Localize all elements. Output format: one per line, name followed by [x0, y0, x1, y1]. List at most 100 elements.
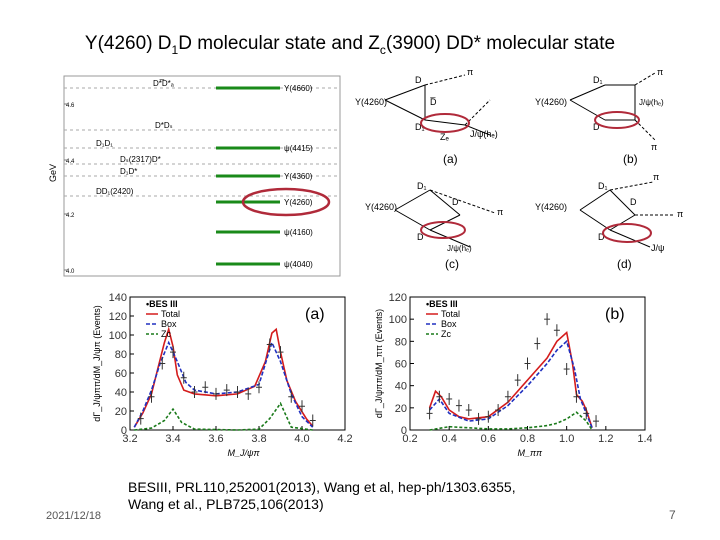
panel-label: (c)	[445, 257, 459, 271]
y-tick-label: 40	[395, 381, 407, 393]
particle-label: J/ψ	[651, 243, 664, 253]
feynman-diagram-c: Y(4260) D₁ D π J/ψ(hₑ) D (c)	[365, 181, 503, 271]
particle-label: D₁	[415, 122, 425, 132]
particle-label: D	[593, 122, 600, 132]
plot-frame	[129, 296, 346, 431]
energy-level-diagram: GeV 4.6 4.4 4.2 4.0 D*̅D*ₐ D*Dₛ D₁D₁ Dₛ(2317)D…	[48, 75, 341, 277]
particle-label: J/ψ(hₑ)	[447, 244, 472, 253]
x-tick-label: 3.6	[208, 433, 223, 445]
x-tick-label: 3.8	[251, 433, 266, 445]
particle-label: J/ψ(hₑ)	[470, 129, 498, 139]
particle-label: π	[651, 142, 657, 152]
particle-label: D	[452, 197, 459, 207]
legend-entry: Box	[441, 319, 457, 329]
state-label: ψ(4160)	[284, 228, 313, 237]
reference-line: Wang et al., PLB725,106(2013)	[128, 496, 324, 512]
y-axis-label: dΓ_J/ψππ/dM_ππ (Events)	[374, 309, 384, 418]
initial-state-label: Y(4260)	[535, 202, 567, 212]
highlight-ellipse	[420, 221, 466, 239]
reference-line: BESIII, PRL110,252001(2013), Wang et al,…	[128, 479, 516, 495]
y-tick-label: 80	[115, 349, 127, 361]
legend-entry: Zc	[161, 329, 171, 339]
propagator	[569, 84, 606, 101]
particle-label: π	[497, 207, 503, 217]
level-ytick-label: 4.6	[66, 103, 75, 109]
series-line-zc	[429, 411, 593, 431]
x-tick-label: 4.0	[294, 433, 309, 445]
y-tick-label: 120	[109, 311, 127, 323]
level-ylabel: GeV	[48, 164, 58, 182]
y-tick-label: 40	[115, 387, 127, 399]
state-label: Y(4260)	[284, 198, 313, 207]
state-label: Y(4360)	[284, 172, 313, 181]
title-part: D molecular state and Z	[178, 33, 380, 54]
x-tick-label: 4.2	[337, 433, 352, 445]
series-line-zc	[134, 401, 313, 431]
state-label: Y(4660)	[284, 84, 313, 93]
initial-state-label: Y(4260)	[365, 202, 397, 212]
particle-label: Zₑ	[440, 132, 449, 142]
title-part: Y(4260) D	[84, 33, 172, 54]
legend-entry: Zc	[441, 329, 451, 339]
chart-panel-label: (a)	[305, 306, 325, 323]
y-tick-label: 60	[115, 368, 127, 380]
y-tick-label: 140	[109, 292, 127, 304]
pion-line	[429, 189, 496, 214]
propagator	[394, 209, 431, 231]
threshold-label: DD₁(2420)	[96, 187, 134, 196]
legend-entry: Total	[441, 309, 460, 319]
highlight-ellipse	[594, 111, 640, 129]
legend-entry: Box	[161, 319, 177, 329]
y-tick-label: 20	[395, 403, 407, 415]
legend-experiment: •BES III	[146, 299, 178, 309]
series-line-box	[429, 339, 593, 429]
y-tick-label: 60	[395, 359, 407, 371]
particle-label: D₁	[417, 181, 427, 191]
page-number: 7	[669, 508, 676, 522]
y4260-highlight-ellipse	[241, 187, 331, 217]
title-sub: c	[379, 42, 386, 57]
propagator	[609, 229, 651, 248]
y-tick-label: 100	[389, 314, 407, 326]
particle-label: π	[467, 67, 473, 77]
y-tick-label: 80	[395, 336, 407, 348]
legend-experiment: •BES III	[426, 299, 458, 309]
x-tick-label: 1.0	[559, 433, 574, 445]
propagator	[394, 189, 431, 211]
state-label: ψ(4415)	[284, 144, 313, 153]
legend-entry: Total	[161, 309, 180, 319]
pion-line	[634, 72, 656, 86]
x-tick-label: 1.2	[598, 433, 613, 445]
title-part: (3900) DD* molecular state	[385, 33, 616, 54]
slide-title: Y(4260) D1D molecular state and Zc(3900)…	[0, 33, 700, 57]
x-tick-label: 0.4	[442, 433, 457, 445]
threshold-label: D₁D*	[120, 167, 137, 176]
particle-label: D	[630, 197, 637, 207]
state-label: ψ(4040)	[284, 260, 313, 269]
x-tick-label: 3.4	[165, 433, 180, 445]
x-tick-label: 0.6	[481, 433, 496, 445]
propagator	[429, 189, 461, 216]
particle-label: D	[417, 232, 424, 242]
y-axis-label: dΓ_J/ψππ/dM_J/ψπ (Events)	[92, 305, 102, 421]
propagator	[384, 99, 426, 121]
x-tick-label: 0.2	[402, 433, 417, 445]
level-ytick-label: 4.4	[66, 159, 75, 165]
propagator	[609, 214, 636, 231]
propagator	[424, 119, 466, 126]
x-axis-label: M_ππ	[518, 448, 544, 458]
zc-highlight-ellipse	[420, 113, 470, 133]
particle-label: π	[657, 67, 663, 77]
highlight-ellipse	[602, 223, 652, 243]
panel-label: (b)	[623, 152, 638, 166]
propagator	[609, 189, 636, 216]
propagator	[569, 99, 606, 121]
chart-panel-b: 0.2 0.4 0.6 0.8 1.0 1.2 1.4 0 20 40 60 80 100 120 M_ππ…	[374, 292, 652, 458]
propagator	[464, 124, 491, 136]
propagator	[579, 209, 611, 231]
title-sub: 1	[171, 42, 179, 57]
particle-label: π	[653, 172, 659, 182]
pion-line	[609, 181, 654, 191]
particle-label: D₁	[593, 75, 603, 85]
y-tick-label: 0	[121, 425, 127, 437]
